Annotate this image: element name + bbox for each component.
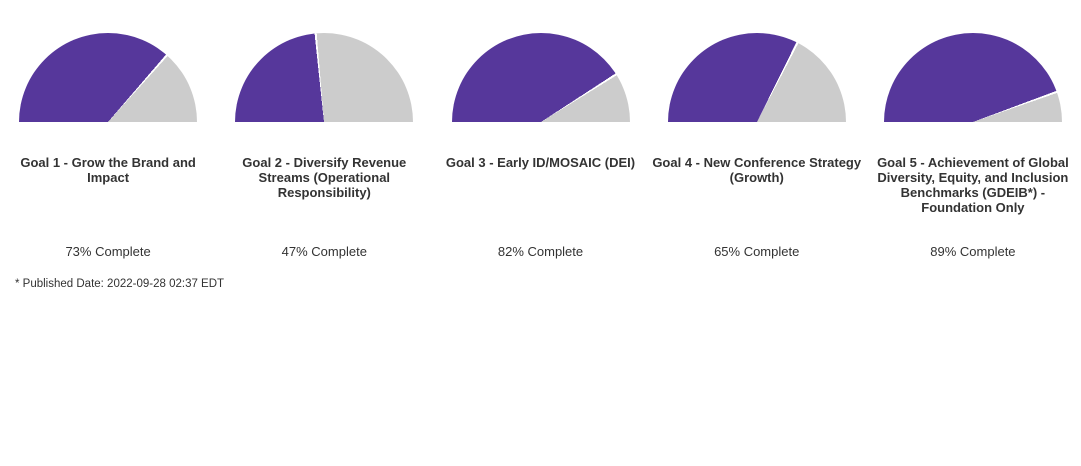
published-date-footnote: * Published Date: 2022-09-28 02:37 EDT [15,278,225,290]
goal-2-completion-label: 47% Complete [281,244,367,259]
goal-4-completion-label: 65% Complete [714,244,800,259]
goal-1-completion-label: 73% Complete [65,244,151,259]
gauge-chart-goal-1 [19,33,198,122]
goal-5-title: Goal 5 - Achievement of Global Diversity… [877,155,1069,215]
gauge-chart-goal-3 [451,33,630,122]
gauge-chart-goal-5 [883,33,1062,122]
goal-3-title: Goal 3 - Early ID/MOSAIC (DEI) [445,155,636,170]
goal-column-3: Goal 3 - Early ID/MOSAIC (DEI) 82% Compl… [432,0,648,259]
gauge-chart-goal-4 [667,33,846,122]
goal-column-2: Goal 2 - Diversify Revenue Streams (Oper… [216,0,432,259]
goal-2-title: Goal 2 - Diversify Revenue Streams (Oper… [242,155,407,200]
goal-3-completion-label: 82% Complete [497,244,584,259]
goal-column-4: Goal 4 - New Conference Strategy (Growth… [649,0,865,259]
gauge-chart-goal-2 [235,33,414,122]
goal-1-title: Goal 1 - Grow the Brand and Impact [20,155,196,185]
goal-4-title: Goal 4 - New Conference Strategy (Growth… [652,155,862,185]
goal-column-5: Goal 5 - Achievement of Global Diversity… [865,0,1081,259]
goal-5-completion-label: 89% Complete [930,244,1016,259]
goal-column-1: Goal 1 - Grow the Brand and Impact 73% C… [0,0,216,259]
goals-dashboard-row: Goal 1 - Grow the Brand and Impact 73% C… [0,0,1081,259]
